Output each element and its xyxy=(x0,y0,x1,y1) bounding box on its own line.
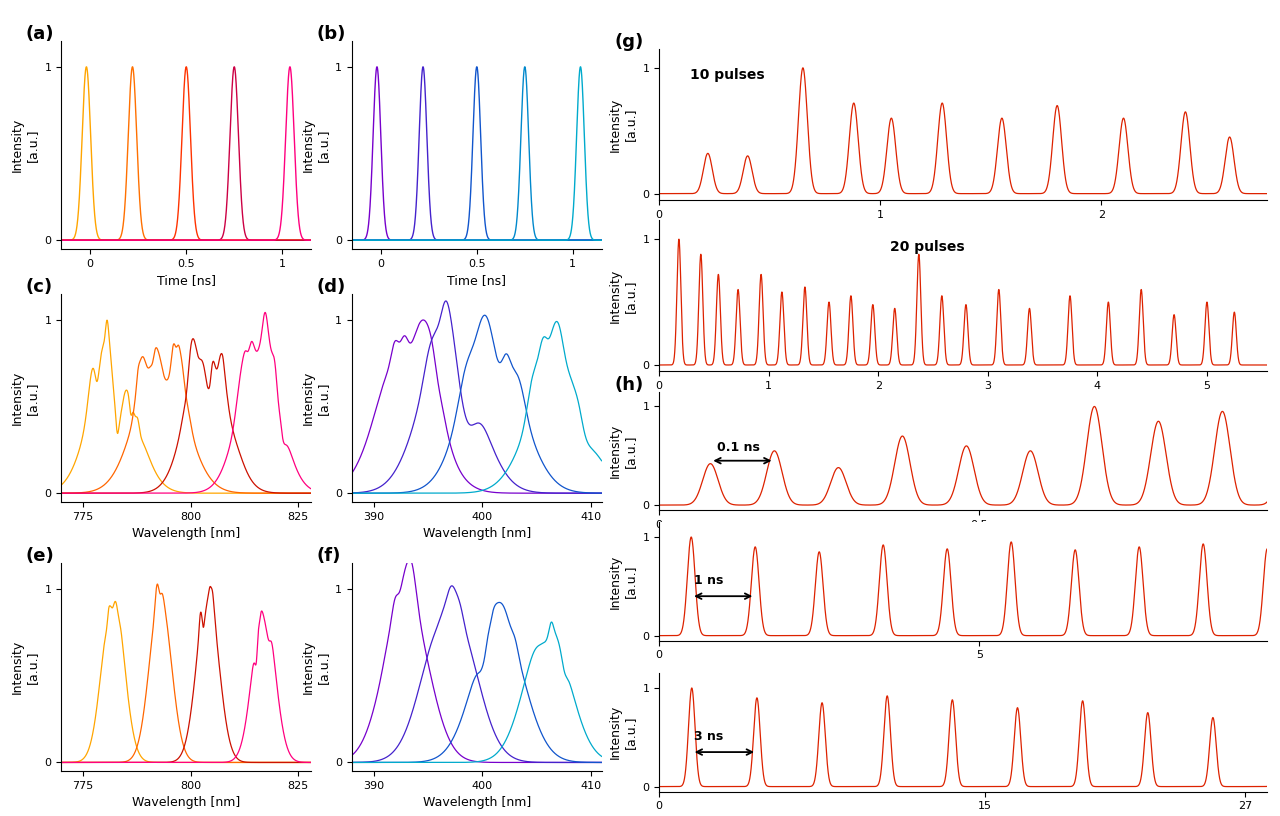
Y-axis label: Intensity
[a.u.]: Intensity [a.u.] xyxy=(302,370,330,425)
Y-axis label: Intensity
[a.u.]: Intensity [a.u.] xyxy=(12,118,40,172)
Text: 20 pulses: 20 pulses xyxy=(891,240,965,254)
X-axis label: Time [ns]: Time [ns] xyxy=(447,274,507,287)
Y-axis label: Intensity
[a.u.]: Intensity [a.u.] xyxy=(12,370,40,425)
Text: 0.1 ns: 0.1 ns xyxy=(717,441,759,454)
Text: (e): (e) xyxy=(26,548,54,565)
Text: (g): (g) xyxy=(614,33,644,51)
Y-axis label: Intensity
[a.u.]: Intensity [a.u.] xyxy=(609,97,637,152)
Text: (a): (a) xyxy=(26,25,54,43)
Text: 10 pulses: 10 pulses xyxy=(690,69,764,82)
Y-axis label: Intensity
[a.u.]: Intensity [a.u.] xyxy=(609,424,637,478)
Y-axis label: Intensity
[a.u.]: Intensity [a.u.] xyxy=(609,268,637,323)
Text: 3 ns: 3 ns xyxy=(694,730,723,743)
Text: (b): (b) xyxy=(316,25,346,43)
X-axis label: Time [ns]: Time [ns] xyxy=(156,274,216,287)
X-axis label: Wavelength [nm]: Wavelength [nm] xyxy=(132,527,241,540)
Y-axis label: Intensity
[a.u.]: Intensity [a.u.] xyxy=(609,554,637,609)
Text: (c): (c) xyxy=(26,278,52,296)
Text: (d): (d) xyxy=(316,278,346,296)
X-axis label: Wavelength [nm]: Wavelength [nm] xyxy=(132,796,241,809)
Y-axis label: Intensity
[a.u.]: Intensity [a.u.] xyxy=(12,640,40,694)
Y-axis label: Intensity
[a.u.]: Intensity [a.u.] xyxy=(609,705,637,760)
Y-axis label: Intensity
[a.u.]: Intensity [a.u.] xyxy=(302,640,330,694)
Text: (h): (h) xyxy=(614,376,644,394)
X-axis label: Wavelength [nm]: Wavelength [nm] xyxy=(422,796,531,809)
Text: 1 ns: 1 ns xyxy=(695,574,723,588)
Text: (f): (f) xyxy=(316,548,340,565)
Y-axis label: Intensity
[a.u.]: Intensity [a.u.] xyxy=(302,118,330,172)
X-axis label: Time [ns]: Time [ns] xyxy=(933,397,993,410)
X-axis label: Wavelength [nm]: Wavelength [nm] xyxy=(422,527,531,540)
